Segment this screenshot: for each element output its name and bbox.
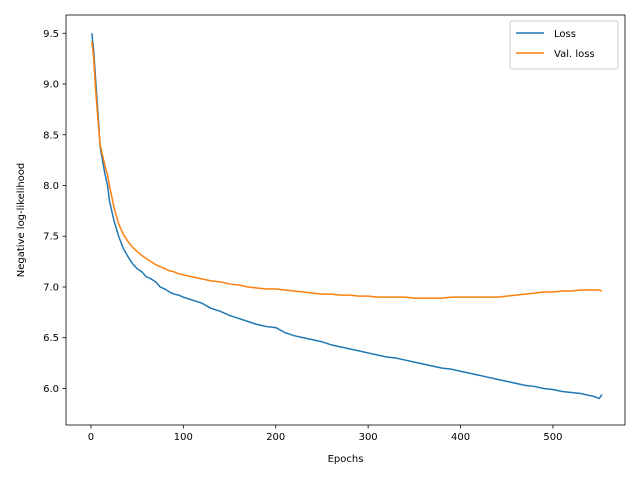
x-tick-label: 300	[359, 432, 378, 443]
x-tick-label: 500	[543, 432, 562, 443]
y-tick-label: 8.5	[43, 130, 59, 141]
x-tick-label: 100	[174, 432, 193, 443]
series-line-loss	[91, 33, 603, 400]
x-axis-ticks: 0 100 200 300 400 500	[88, 425, 562, 443]
y-tick-label: 6.0	[43, 384, 59, 395]
x-tick-label: 0	[88, 432, 94, 443]
y-tick-label: 7.5	[43, 232, 59, 243]
y-tick-label: 9.0	[43, 80, 59, 91]
legend-label-val-loss: Val. loss	[554, 49, 595, 60]
y-axis-ticks: 6.0 6.5 7.0 7.5 8.0 8.5 9.0 9.5	[43, 29, 66, 395]
x-tick-label: 200	[266, 432, 285, 443]
x-axis-label: Epochs	[328, 454, 364, 465]
series-layer	[91, 33, 603, 400]
y-tick-label: 9.5	[43, 29, 59, 40]
y-tick-label: 8.0	[43, 181, 59, 192]
axes-frame	[65, 14, 626, 426]
y-axis-label: Negative log-likelihood	[16, 163, 27, 278]
y-tick-label: 6.5	[43, 333, 59, 344]
legend-label-loss: Loss	[554, 29, 576, 40]
y-tick-label: 7.0	[43, 282, 59, 293]
legend: Loss Val. loss	[509, 20, 619, 70]
x-tick-label: 400	[451, 432, 470, 443]
series-line-val-loss	[91, 41, 603, 299]
